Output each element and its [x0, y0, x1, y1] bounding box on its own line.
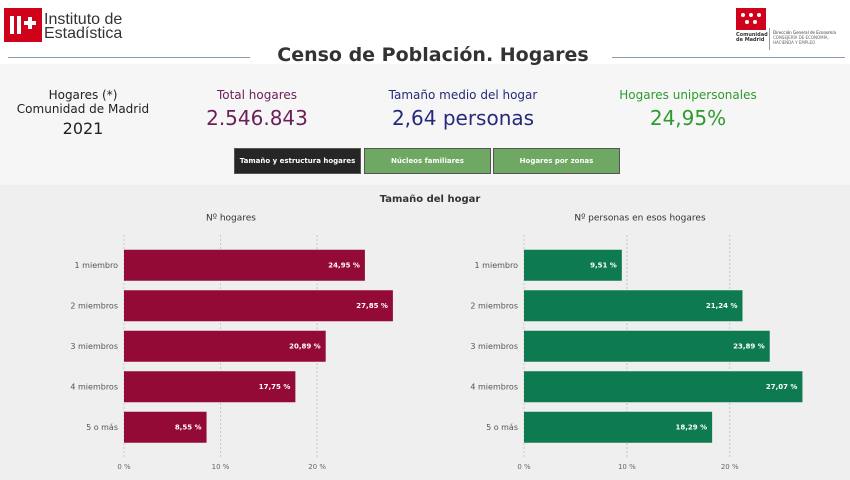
y-tick-label: 1 miembro: [475, 261, 519, 270]
bar: [124, 290, 393, 322]
kpi: Tamaño medio del hogar 2,64 personas: [363, 88, 563, 130]
tab[interactable]: Núcleos familiares: [364, 148, 491, 174]
value-label: 18,29 %: [676, 423, 708, 431]
section-title: Tamaño del hogar: [380, 194, 481, 205]
y-tick-label: 5 o más: [486, 423, 518, 432]
logo-line: Comunidad: [736, 32, 768, 38]
logo-line: HACIENDA Y EMPLEO: [773, 40, 816, 45]
kpi-value: 2021: [62, 119, 104, 138]
rule: [612, 57, 845, 58]
value-label: 8,55 %: [175, 423, 202, 431]
logo-icon: [4, 8, 42, 42]
y-tick-label: 3 miembros: [470, 342, 518, 351]
logo-line: de Madrid: [736, 37, 765, 43]
bar: [524, 371, 803, 403]
kpi-label: Total hogares: [216, 88, 298, 102]
bar: [524, 249, 622, 281]
x-tick-label: 0 %: [517, 463, 531, 471]
value-label: 24,95 %: [328, 261, 360, 269]
kpi-label: Hogares unipersonales: [619, 88, 757, 102]
kpi-value: 24,95%: [649, 106, 727, 130]
kpi-label: Tamaño medio del hogar: [388, 88, 538, 102]
rule: [8, 57, 250, 58]
x-tick-label: 20 %: [308, 463, 326, 471]
value-label: 9,51 %: [590, 261, 617, 269]
bar: [124, 249, 365, 281]
y-tick-label: 1 miembro: [75, 261, 119, 270]
logo-right-name: Comunidad de Madrid: [736, 33, 768, 43]
logo-line: CONSEJERÍA DE ECONOMÍA,: [773, 35, 829, 40]
x-tick-label: 10 %: [618, 463, 636, 471]
kpi: Hogares unipersonales 24,95%: [588, 88, 788, 130]
value-label: 21,24 %: [706, 302, 738, 310]
bar: [524, 290, 743, 322]
y-tick-label: 5 o más: [86, 423, 118, 432]
kpi-line: Comunidad de Madrid: [16, 102, 150, 116]
y-tick-label: 2 miembros: [70, 301, 118, 310]
page-title: Censo de Población. Hogares: [277, 44, 589, 66]
value-label: 23,89 %: [733, 342, 765, 350]
bar: [124, 411, 207, 443]
y-tick-label: 3 miembros: [70, 342, 118, 351]
bar: [524, 330, 770, 362]
flag: [736, 8, 766, 30]
kpi-value: 2.546.843: [206, 106, 308, 130]
kpi: Hogares (*) Comunidad de Madrid 2021: [0, 88, 166, 138]
bar: [124, 330, 326, 362]
divider: [769, 28, 770, 50]
chart-title: Nº personas en esos hogares: [574, 214, 706, 224]
bar: [124, 371, 296, 403]
kpi-line: Hogares (*): [48, 88, 118, 102]
kpi-value: 2,64 personas: [391, 106, 535, 130]
y-tick-label: 4 miembros: [470, 382, 518, 391]
logo-line: Dirección General de Economía: [773, 30, 836, 35]
value-label: 20,89 %: [289, 342, 321, 350]
value-label: 27,07 %: [766, 383, 798, 391]
tab[interactable]: Hogares por zonas: [493, 148, 620, 174]
logo-line: Estadística: [44, 25, 123, 42]
kpi: Total hogares 2.546.843: [157, 88, 357, 130]
header: Instituto de Estadística Comunidad de Ma…: [0, 0, 850, 66]
x-tick-label: 10 %: [212, 463, 230, 471]
value-label: 17,75 %: [259, 383, 291, 391]
x-tick-label: 20 %: [721, 463, 739, 471]
logo-right-lines: Dirección General de Economía CONSEJERÍA…: [773, 30, 836, 45]
logo-line: Instituto de: [44, 11, 123, 28]
chart-title: Nº hogares: [206, 214, 256, 224]
tab[interactable]: Tamaño y estructura hogares: [234, 148, 361, 174]
y-tick-label: 2 miembros: [470, 301, 518, 310]
x-tick-label: 0 %: [117, 463, 131, 471]
value-label: 27,85 %: [356, 302, 388, 310]
bar: [524, 411, 713, 443]
logo-text: Instituto de Estadística: [44, 11, 123, 42]
y-tick-label: 4 miembros: [70, 382, 118, 391]
